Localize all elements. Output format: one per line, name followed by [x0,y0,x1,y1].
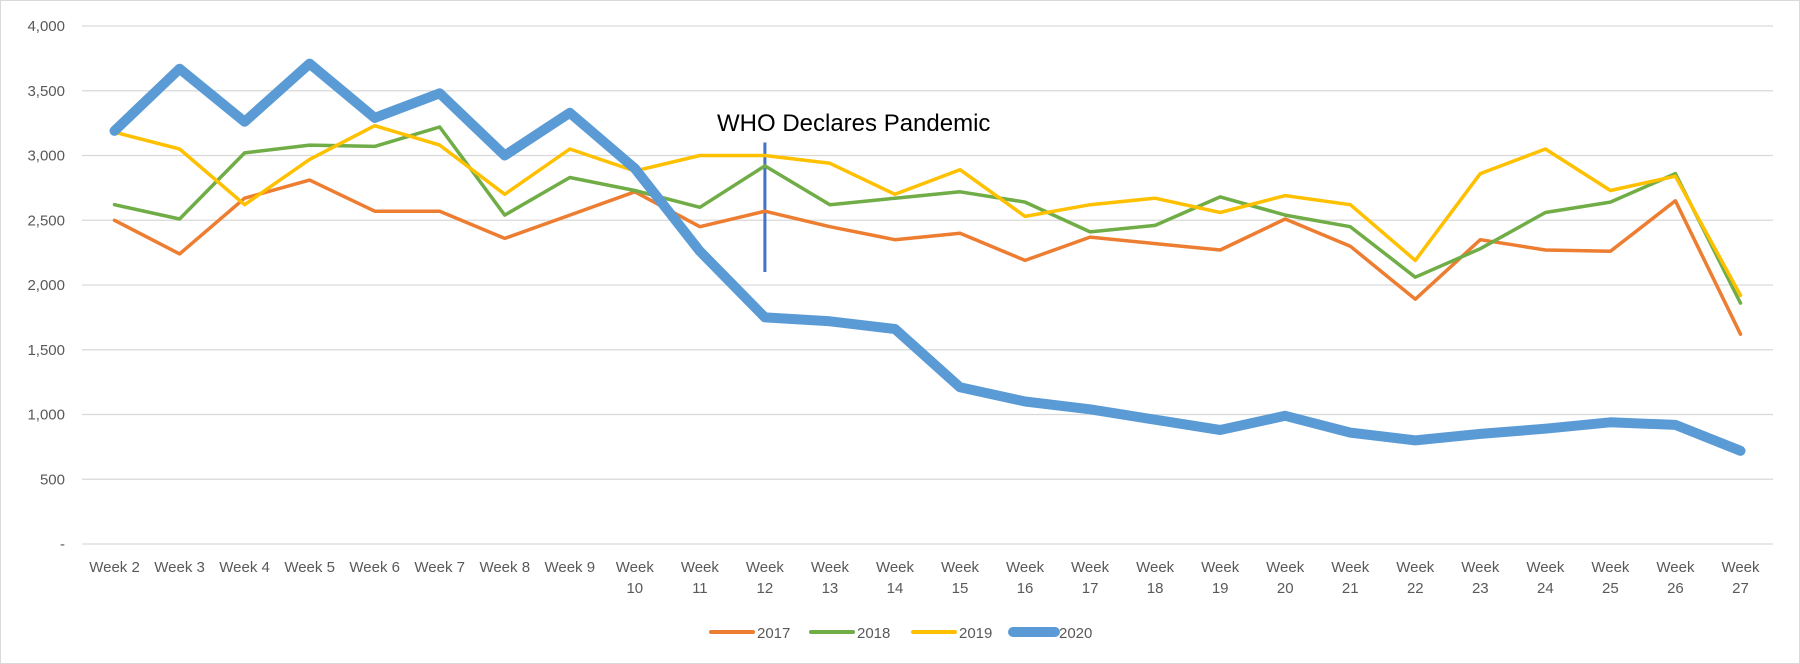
annotation-text: WHO Declares Pandemic [717,110,990,137]
x-tick-label: Week 26 [1656,559,1695,597]
x-tick-label: Week 3 [154,559,205,576]
x-tick-label: Week 24 [1526,559,1565,597]
y-tick-label: 500 [40,471,65,488]
x-tick-label: Week 2 [89,559,140,576]
x-tick-label: Week 6 [349,559,400,576]
y-tick-label: 1,000 [27,407,65,424]
x-tick-label: Week 11 [681,559,720,597]
legend-label-2018: 2018 [857,625,890,642]
legend-label-2020: 2020 [1059,625,1092,642]
y-tick-label: 4,000 [27,18,65,35]
annotation: WHO Declares Pandemic [717,110,990,273]
x-tick-label: Week 25 [1591,559,1630,597]
x-axis-ticks: Week 2 Week 3 Week 4 Week 5 Week 6 Week 7 Week… [89,559,1760,597]
x-tick-label: Week 5 [284,559,335,576]
x-tick-label: Week 7 [414,559,465,576]
x-tick-label: Week 17 [1071,559,1110,597]
y-tick-label: 2,500 [27,212,65,229]
legend-label-2019: 2019 [959,625,992,642]
x-tick-label: Week 19 [1201,559,1240,597]
x-tick-label: Week 4 [219,559,270,576]
series-line-2017 [112,178,1743,336]
y-tick-label: - [60,536,65,553]
x-tick-label: Week 14 [876,559,915,597]
x-tick-label: Week 18 [1136,559,1175,597]
x-tick-label: Week 20 [1266,559,1305,597]
y-tick-label: 1,500 [27,342,65,359]
y-axis-ticks: - 500 1,000 1,500 2,000 2,500 3,000 3,500 4,000 [27,18,65,553]
series-lines [109,58,1746,456]
series-line-2020 [109,58,1746,456]
x-tick-label: Week 23 [1461,559,1500,597]
x-tick-label: Week 12 [746,559,785,597]
y-tick-label: 3,000 [27,148,65,165]
x-tick-label: Week 16 [1006,559,1045,597]
gridlines [82,25,1773,545]
series-line-2018 [112,125,1743,305]
x-tick-label: Week 10 [616,559,655,597]
x-tick-label: Week 9 [544,559,595,576]
x-tick-label: Week 21 [1331,559,1370,597]
legend-label-2017: 2017 [757,625,790,642]
series-line-2019 [112,123,1743,298]
legend: 2017 2018 2019 2020 [709,625,1092,642]
y-tick-label: 2,000 [27,277,65,294]
x-tick-label: Week 27 [1721,559,1760,597]
x-tick-label: Week 15 [941,559,980,597]
x-tick-label: Week 8 [479,559,530,576]
y-tick-label: 3,500 [27,83,65,100]
x-tick-label: Week 22 [1396,559,1435,597]
x-tick-label: Week 13 [811,559,850,597]
